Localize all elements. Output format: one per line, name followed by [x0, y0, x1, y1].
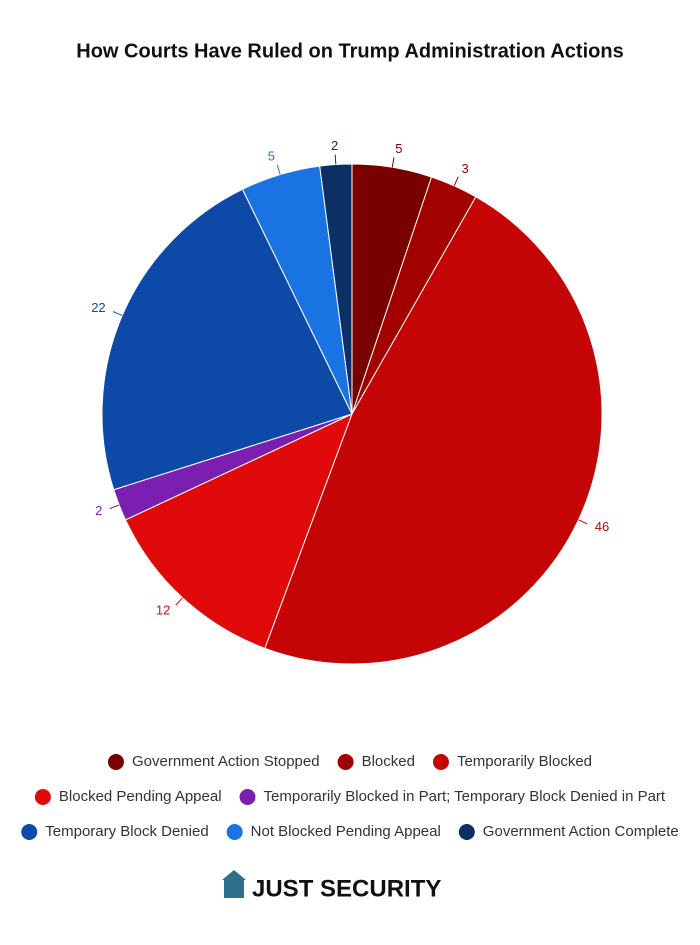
- data-label: 22: [91, 300, 105, 315]
- legend-swatch: [34, 789, 51, 805]
- data-label: 5: [268, 149, 275, 164]
- leader-line: [391, 157, 395, 168]
- legend-label: Government Action Complete: [483, 823, 679, 840]
- slice: [319, 163, 353, 415]
- leader-line: [175, 597, 183, 606]
- slice: [124, 413, 353, 649]
- data-label: 5: [395, 141, 402, 156]
- slice: [264, 196, 603, 665]
- logo-dome: [222, 870, 246, 880]
- legend-row: Government Action Stopped Blocked Temporar…: [107, 753, 592, 770]
- data-label: 3: [462, 161, 469, 176]
- legend-row: Temporary Block Denied Not Blocked Pendin…: [21, 823, 679, 840]
- logo-icon: [224, 880, 244, 898]
- legend-swatch: [458, 824, 475, 840]
- leader-line: [578, 519, 588, 525]
- legend-label: Blocked Pending Appeal: [59, 788, 222, 805]
- brand: JUST SECURITY: [252, 875, 441, 902]
- legend-swatch: [239, 789, 256, 805]
- legend-swatch: [432, 754, 449, 770]
- chart-title: How Courts Have Ruled on Trump Administr…: [76, 40, 623, 62]
- leader-line: [112, 311, 123, 316]
- data-label: 46: [595, 519, 609, 534]
- legend-label: Temporarily Blocked: [457, 753, 592, 770]
- legend-label: Temporary Block Denied: [45, 823, 208, 840]
- legend-label: Not Blocked Pending Appeal: [251, 823, 441, 840]
- legend-row: Blocked Pending Appeal Temporarily Blocke…: [34, 788, 666, 805]
- data-label: 2: [331, 138, 338, 153]
- legend-swatch: [337, 754, 354, 770]
- data-label: 2: [95, 503, 102, 518]
- legend-label: Temporarily Blocked in Part; Temporary B…: [264, 788, 666, 805]
- legend-swatch: [226, 824, 243, 840]
- leader-line: [453, 176, 459, 187]
- leader-line: [276, 164, 281, 175]
- logo: JUST SECURITY: [222, 870, 441, 902]
- legend-label: Blocked: [362, 753, 415, 770]
- legend-swatch: [107, 754, 124, 770]
- data-label: 12: [156, 602, 170, 617]
- leader-line: [334, 154, 337, 165]
- leader-line: [109, 504, 120, 510]
- legend-swatch: [21, 824, 38, 840]
- legend-label: Government Action Stopped: [132, 753, 320, 770]
